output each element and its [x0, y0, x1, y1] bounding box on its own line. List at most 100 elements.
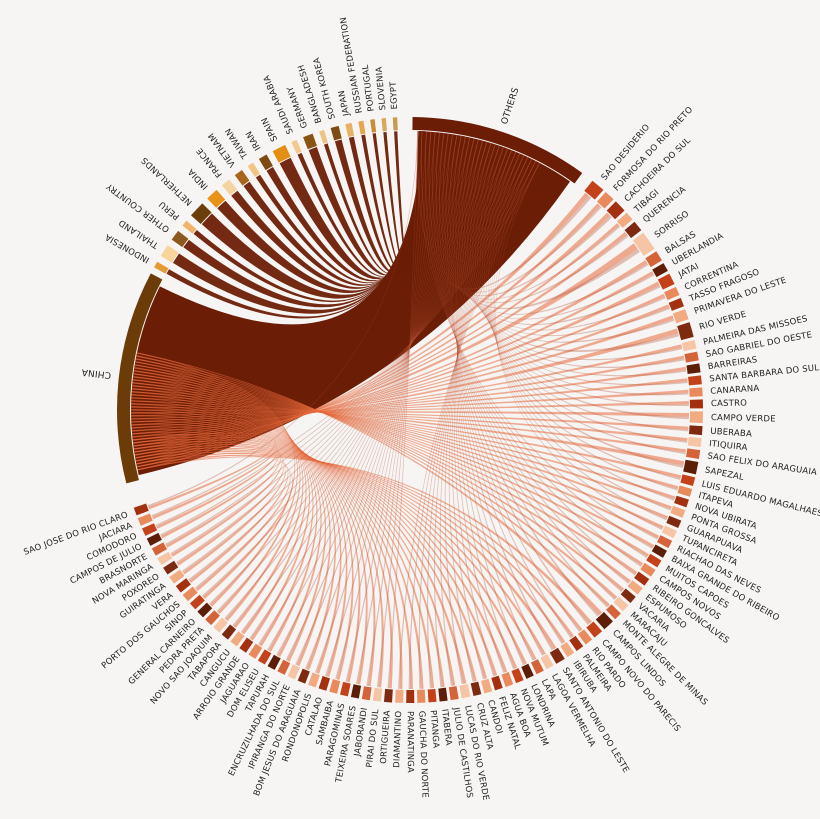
arc-primavera-do-leste: [672, 309, 689, 324]
arc-sao-desiderio: [584, 180, 604, 200]
label-gaucha-do-norte: GAUCHA DO NORTE: [416, 711, 429, 799]
arc-russian-federation: [358, 120, 366, 135]
arc-france: [221, 179, 238, 196]
arc-rondonopolis: [308, 672, 320, 688]
arc-ipiranga-do-norte: [287, 664, 300, 680]
arc-ponta-grossa: [670, 505, 686, 518]
ribbon-muni-others: [147, 131, 419, 507]
label-paranatinga: PARANATINGA: [405, 711, 415, 773]
arc-agua-boa: [501, 672, 514, 687]
arc-espumoso: [627, 580, 643, 595]
arc-tapurah: [267, 654, 281, 670]
arc-germany: [303, 133, 317, 150]
arc-iran: [258, 154, 273, 171]
arc-itapeva: [677, 485, 693, 497]
arc-catalao: [318, 676, 331, 691]
arc-cachoeira-do-sul: [606, 201, 625, 220]
arc-egypt: [392, 117, 398, 131]
ribbon-spain: [279, 131, 424, 280]
arc-luis-eduardo-magalhaes: [680, 474, 696, 487]
arc-lucas-do-rio-verde: [459, 683, 471, 699]
ribbon-germany: [308, 131, 424, 276]
arc-sambaiba: [329, 679, 341, 694]
arc-tasso-fragoso: [668, 297, 685, 311]
arc-slovenia: [381, 117, 387, 132]
arc-bangladesh: [319, 129, 328, 144]
ribbon-muni-others: [418, 158, 533, 689]
arc-pitanga: [427, 688, 437, 703]
arc-sorriso: [632, 232, 655, 256]
arc-sao-felix-do-araguaia: [686, 448, 701, 459]
arc-baixa-grande-do-ribeiro: [651, 544, 667, 558]
arc-arroio-grande: [239, 637, 254, 653]
ribbon-muni-china: [131, 401, 689, 417]
arc-uberlandia: [652, 263, 668, 278]
arc-tibagi: [617, 212, 633, 228]
arc-guiratinga: [169, 569, 185, 584]
ribbon-muni-china: [136, 452, 291, 592]
arc-itiquira: [687, 436, 702, 448]
arc-south-korea: [330, 125, 342, 141]
arc-guarapuava: [666, 515, 682, 529]
arc-tabapora: [221, 624, 237, 640]
arc-campos-novos: [640, 562, 656, 577]
arc-vacaria: [620, 588, 636, 603]
arc-correntina: [664, 286, 680, 301]
arc-palmeira-das-missoes: [681, 339, 697, 352]
arc-comodoro: [142, 523, 158, 536]
label-diamantino: DIAMANTINO: [392, 711, 404, 769]
ribbon-muni-others: [487, 153, 681, 481]
arc-campo-verde: [689, 411, 703, 424]
label-itiquira: ITIQUIRA: [709, 439, 748, 453]
ribbon-muni-china: [131, 389, 689, 420]
arc-india: [207, 189, 226, 208]
label-peru: PERU: [157, 199, 181, 222]
label-ortigueira: ORTIGUEIRA: [379, 710, 393, 764]
arc-dom-eliseu: [257, 649, 272, 665]
arc-novo-sao-joaquim: [213, 617, 228, 633]
arcs-layer: [116, 117, 703, 703]
arc-brasnorte: [151, 542, 168, 556]
arc-cangucu: [230, 631, 245, 647]
arc-sao-jose-do-rio-claro: [133, 503, 149, 516]
arc-feliz-natal: [491, 675, 503, 691]
arc-ortigueira: [383, 688, 393, 703]
ribbons-layer: [130, 131, 689, 689]
arc-balsas: [645, 251, 662, 268]
label-castro: CASTRO: [711, 398, 747, 409]
arc-nova-mutum: [511, 668, 524, 684]
label-others: OTHERS: [500, 86, 521, 125]
arc-itabera: [438, 687, 448, 702]
label-itabera: ITABERA: [439, 708, 453, 746]
label-canarana: CANARANA: [710, 384, 760, 397]
arc-vietnam: [234, 169, 250, 186]
label-egypt: EGYPT: [389, 80, 400, 109]
arc-lagoa-vermelha: [540, 654, 554, 670]
arc-diamantino: [395, 689, 404, 703]
arc-paranatinga: [406, 689, 415, 703]
arc-londrina: [521, 663, 534, 679]
arc-netherlands: [190, 203, 212, 224]
arc-thailand: [160, 245, 179, 263]
arc-maracaju: [613, 596, 629, 612]
arc-sinop: [189, 594, 205, 610]
arc-poxoreo: [163, 560, 179, 575]
ribbon-muni-others: [494, 160, 667, 521]
arc-campos-lindos: [595, 611, 613, 630]
arc-santa-barbara-do-sul: [688, 375, 702, 386]
arc-pirai-do-sul: [372, 687, 383, 702]
label-japan: JAPAN: [337, 89, 352, 117]
arc-querencia: [624, 221, 642, 239]
arc-vera: [175, 578, 191, 593]
ribbon-saudi-arabia: [297, 131, 424, 277]
arc-barreiras: [686, 363, 701, 374]
ribbon-muni-china: [135, 446, 285, 566]
arc-spain: [272, 144, 291, 163]
arc-palmeira: [569, 635, 584, 651]
ribbon-muni-china: [131, 411, 689, 417]
label-uberaba: UBERABA: [710, 427, 752, 440]
ribbon-muni-china: [134, 444, 283, 557]
arc-julio-de-castilhos: [448, 686, 459, 701]
ribbon-egypt: [394, 131, 420, 271]
arc-cruz-alta: [470, 681, 482, 697]
